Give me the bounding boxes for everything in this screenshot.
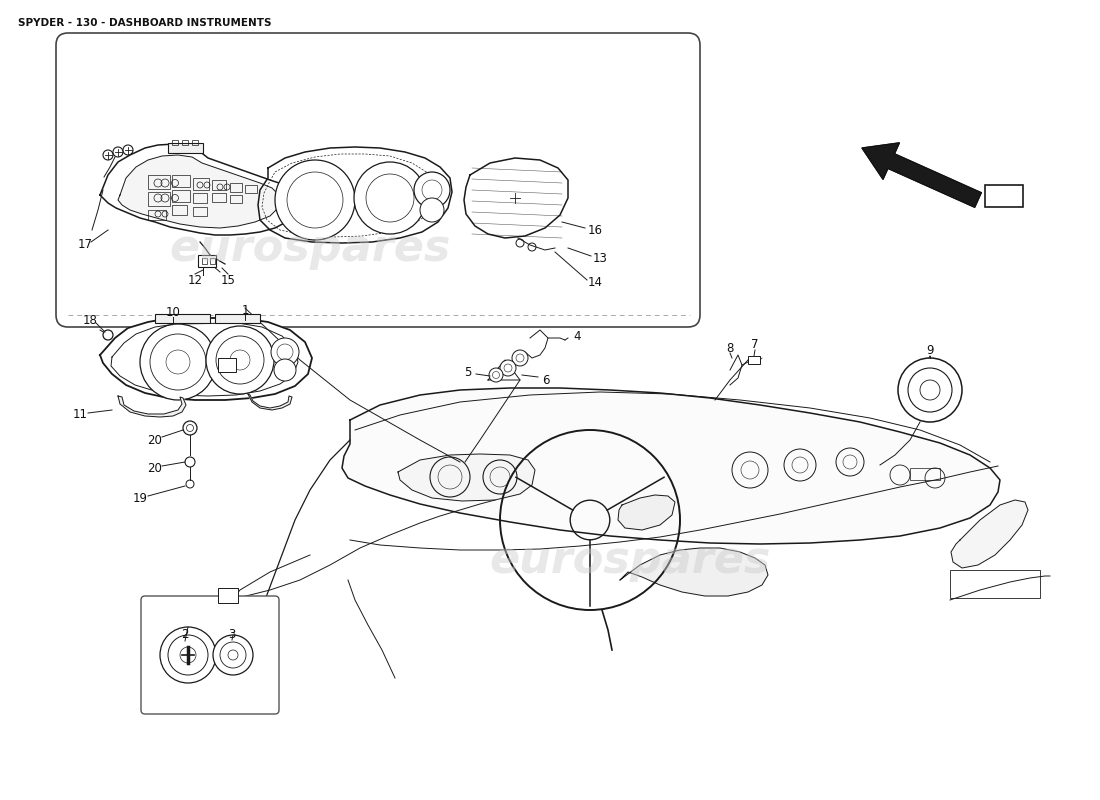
Polygon shape <box>342 388 1000 544</box>
Bar <box>214 314 260 323</box>
Text: 11: 11 <box>73 409 88 422</box>
Circle shape <box>420 198 444 222</box>
Circle shape <box>113 147 123 157</box>
Bar <box>172 190 190 202</box>
Circle shape <box>103 330 113 340</box>
Bar <box>172 205 187 215</box>
Bar <box>218 588 238 603</box>
Bar <box>192 140 198 145</box>
Text: eurospares: eurospares <box>169 226 451 270</box>
Bar <box>192 193 207 203</box>
Text: 13: 13 <box>593 251 607 265</box>
Bar <box>218 358 236 372</box>
Bar <box>950 570 1040 598</box>
Bar <box>212 193 226 202</box>
Text: 1: 1 <box>241 303 249 317</box>
Circle shape <box>140 324 216 400</box>
Bar <box>212 180 226 190</box>
Text: 16: 16 <box>587 223 603 237</box>
Bar <box>148 192 170 206</box>
Bar <box>155 314 210 323</box>
Polygon shape <box>862 143 981 207</box>
Bar <box>148 210 166 220</box>
Text: 19: 19 <box>132 491 147 505</box>
Polygon shape <box>952 500 1028 568</box>
Circle shape <box>414 172 450 208</box>
Polygon shape <box>620 548 768 596</box>
Circle shape <box>898 358 962 422</box>
Bar <box>182 140 188 145</box>
Text: 14: 14 <box>587 277 603 290</box>
Polygon shape <box>118 396 186 417</box>
Bar <box>148 175 170 189</box>
Circle shape <box>512 350 528 366</box>
Circle shape <box>103 150 113 160</box>
Text: 8: 8 <box>726 342 734 354</box>
Circle shape <box>271 338 299 366</box>
Circle shape <box>490 368 503 382</box>
Polygon shape <box>618 495 675 530</box>
Bar <box>172 175 190 187</box>
FancyBboxPatch shape <box>141 596 279 714</box>
Text: 10: 10 <box>166 306 180 318</box>
Circle shape <box>274 359 296 381</box>
Circle shape <box>275 160 355 240</box>
FancyBboxPatch shape <box>56 33 700 327</box>
Bar <box>168 143 204 153</box>
Text: 7: 7 <box>751 338 759 351</box>
Bar <box>192 178 209 190</box>
Circle shape <box>183 421 197 435</box>
Bar <box>172 140 178 145</box>
Text: 17: 17 <box>77 238 92 251</box>
Polygon shape <box>100 318 312 400</box>
Bar <box>198 255 216 267</box>
Polygon shape <box>100 144 300 235</box>
Bar <box>748 356 760 364</box>
Bar <box>910 468 940 480</box>
Text: 2: 2 <box>182 629 189 642</box>
Polygon shape <box>248 394 292 410</box>
Text: 5: 5 <box>464 366 472 378</box>
Text: SPYDER - 130 - DASHBOARD INSTRUMENTS: SPYDER - 130 - DASHBOARD INSTRUMENTS <box>18 18 272 28</box>
Polygon shape <box>464 158 568 238</box>
Circle shape <box>354 162 426 234</box>
Bar <box>210 258 214 264</box>
Bar <box>230 183 242 192</box>
Circle shape <box>123 145 133 155</box>
Bar <box>984 185 1023 207</box>
Text: 12: 12 <box>187 274 202 286</box>
Text: 4: 4 <box>573 330 581 343</box>
Text: 9: 9 <box>926 343 934 357</box>
Text: 15: 15 <box>221 274 235 286</box>
Bar <box>230 195 242 203</box>
Circle shape <box>206 326 274 394</box>
Bar <box>202 258 207 264</box>
Polygon shape <box>398 454 535 501</box>
Bar <box>245 185 257 193</box>
Text: 20: 20 <box>147 434 163 446</box>
Circle shape <box>160 627 216 683</box>
Bar <box>192 207 207 216</box>
Polygon shape <box>258 147 452 243</box>
Text: 18: 18 <box>82 314 98 326</box>
Text: eurospares: eurospares <box>490 538 771 582</box>
Circle shape <box>213 635 253 675</box>
Text: 3: 3 <box>229 627 235 641</box>
Text: 20: 20 <box>147 462 163 474</box>
Polygon shape <box>118 155 280 228</box>
Circle shape <box>500 360 516 376</box>
Text: 6: 6 <box>542 374 550 386</box>
